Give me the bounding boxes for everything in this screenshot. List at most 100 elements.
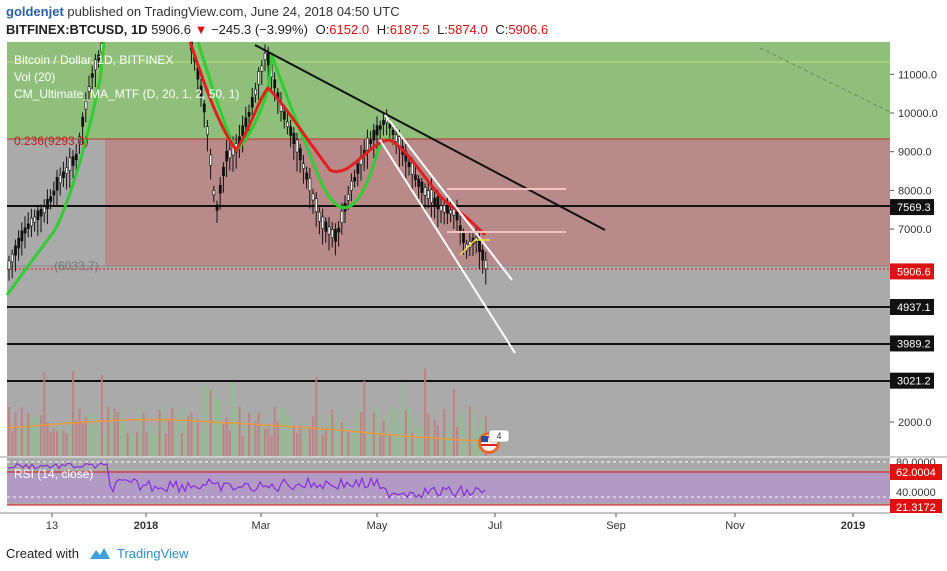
volume-bar-84 xyxy=(276,421,279,456)
volume-bar-1 xyxy=(11,430,14,456)
volume-bar-128 xyxy=(417,425,420,456)
volume-bar-31 xyxy=(107,406,110,456)
candle-body-93 xyxy=(391,129,395,136)
volume-bar-6 xyxy=(27,413,30,456)
candle-body-100 xyxy=(414,174,417,180)
volume-bar-117 xyxy=(382,420,385,456)
price-tick-label-5: 2000.0 xyxy=(898,417,932,429)
price-axis[interactable] xyxy=(890,42,947,456)
us-flag-event-icon[interactable]: 4 xyxy=(478,429,510,454)
candle-body-48 xyxy=(247,112,251,117)
candle-body-40 xyxy=(222,166,225,177)
time-tick-label-5: Sep xyxy=(606,520,626,532)
legend-title: Bitcoin / Dollar, 1D, BITFINEX xyxy=(14,53,173,67)
candle-body-77 xyxy=(340,210,344,223)
volume-bar-121 xyxy=(395,408,398,456)
volume-bar-77 xyxy=(254,421,257,456)
volume-bar-40 xyxy=(136,432,139,456)
volume-bar-102 xyxy=(334,432,337,456)
volume-bar-35 xyxy=(120,410,123,456)
ma-fast-line xyxy=(5,41,106,296)
price-tick-label-1: 10000.0 xyxy=(898,108,938,120)
volume-bar-78 xyxy=(257,412,260,456)
time-tick-label-2: Mar xyxy=(252,520,271,532)
candle-body-13 xyxy=(49,196,53,202)
volume-bar-95 xyxy=(312,416,315,456)
volume-bar-19 xyxy=(68,420,71,456)
volume-bar-49 xyxy=(164,433,167,456)
volume-bar-41 xyxy=(139,408,142,456)
price-level-labels: 7569.3 5906.6 4937.1 3989.2 3021.2 xyxy=(890,199,934,389)
volume-bar-71 xyxy=(235,408,238,456)
candle-body-62 xyxy=(292,132,296,145)
candle-body-85 xyxy=(366,137,369,151)
volume-bar-96 xyxy=(315,376,318,456)
price-tick-label-4: 7000.0 xyxy=(898,224,932,236)
candle-body-68 xyxy=(311,193,315,201)
volume-bar-140 xyxy=(456,427,459,456)
volume-bar-2 xyxy=(14,412,17,456)
volume-bar-94 xyxy=(308,428,311,456)
volume-bar-91 xyxy=(299,425,302,456)
price-label-4: 3021.2 xyxy=(897,376,931,388)
volume-bar-30 xyxy=(104,433,107,456)
volume-bar-10 xyxy=(40,415,43,456)
candle-body-90 xyxy=(382,120,385,125)
volume-bar-143 xyxy=(465,432,468,456)
legend-ma: CM_Ultimate_MA_MTF (D, 20, 1, 2, 50, 1) xyxy=(14,87,239,101)
volume-bar-106 xyxy=(347,431,350,456)
author-name[interactable]: goldenjet xyxy=(6,4,64,19)
candle-body-108 xyxy=(439,205,443,212)
volume-bar-54 xyxy=(180,433,183,456)
volume-bar-70 xyxy=(232,381,235,456)
volume-bar-83 xyxy=(273,407,276,456)
flag-badge-count: 4 xyxy=(496,431,501,441)
rsi-value-label-0: 62.0004 xyxy=(896,467,936,479)
fib-zone-middle xyxy=(105,139,890,266)
candle-body-79 xyxy=(346,194,350,201)
volume-bar-127 xyxy=(414,412,417,456)
volume-bar-44 xyxy=(148,424,151,456)
candle-body-11 xyxy=(42,206,46,214)
candle-body-28 xyxy=(97,54,101,61)
volume-bar-16 xyxy=(59,425,62,456)
candle-body-15 xyxy=(55,177,59,191)
volume-bar-43 xyxy=(145,432,148,456)
tradingview-logo-icon xyxy=(89,548,110,559)
volume-bar-38 xyxy=(129,431,132,456)
volume-bar-58 xyxy=(193,418,196,456)
candlesticks xyxy=(7,41,488,285)
volume-bar-80 xyxy=(264,428,267,456)
volume-bar-11 xyxy=(43,372,46,456)
price-tick-label-0: 11000.0 xyxy=(898,69,937,81)
candle-body-64 xyxy=(298,148,302,161)
candle-body-75 xyxy=(334,228,337,242)
candle-body-38 xyxy=(215,204,219,211)
published-text: published on TradingView.com, June 24, 2… xyxy=(67,4,400,19)
volume-bar-25 xyxy=(88,412,91,456)
open-label: O: xyxy=(315,22,330,37)
volume-bar-68 xyxy=(225,417,228,456)
pattern-yellow-line xyxy=(459,239,490,256)
volume-bar-7 xyxy=(30,414,33,456)
volume-bar-112 xyxy=(366,422,369,456)
price-tick-label-3: 8000.0 xyxy=(898,185,932,197)
trendline-resistance xyxy=(254,44,606,231)
candle-body-27 xyxy=(94,59,97,71)
candle-body-80 xyxy=(350,180,353,191)
volume-bar-48 xyxy=(161,406,164,456)
volume-bar-46 xyxy=(155,425,158,456)
fib-upper-label: 0.236(9293.6) xyxy=(14,134,89,148)
time-axis[interactable] xyxy=(0,513,947,533)
volume-bar-138 xyxy=(449,432,452,456)
candle-body-6 xyxy=(26,223,30,229)
volume-bar-87 xyxy=(286,415,289,456)
volume-bar-131 xyxy=(427,413,430,456)
low-value: 5874.0 xyxy=(447,22,488,37)
candle-body-10 xyxy=(39,208,43,217)
tradingview-brand-link[interactable]: TradingView xyxy=(116,546,189,561)
low-label: L: xyxy=(437,22,448,37)
candle-body-5 xyxy=(23,227,27,234)
volume-bar-93 xyxy=(305,435,308,456)
